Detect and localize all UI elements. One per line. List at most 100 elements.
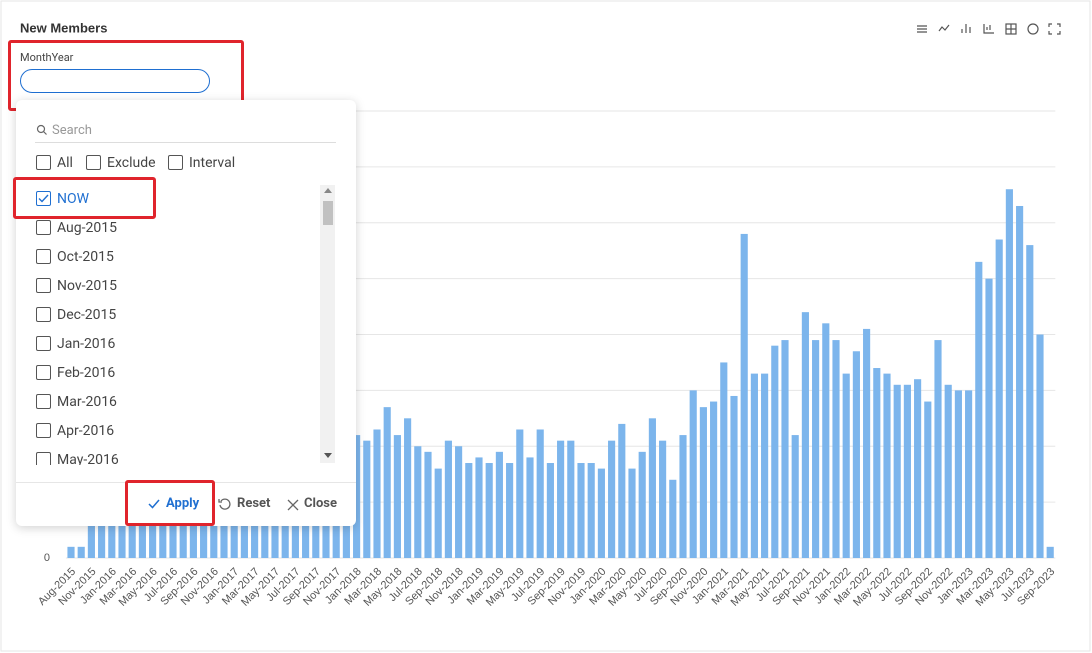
checkbox[interactable] bbox=[36, 452, 51, 465]
search-placeholder[interactable]: Search bbox=[52, 123, 92, 138]
bar bbox=[444, 440, 452, 558]
filter-input[interactable] bbox=[20, 69, 210, 93]
bar bbox=[516, 429, 524, 558]
bar bbox=[995, 239, 1003, 558]
bar bbox=[883, 373, 891, 558]
bar bbox=[720, 362, 728, 558]
bar bbox=[608, 440, 616, 558]
option-label[interactable]: All bbox=[57, 155, 73, 171]
bar bbox=[393, 435, 401, 558]
bar bbox=[822, 323, 830, 558]
bar bbox=[975, 261, 983, 558]
scroll-thumb[interactable] bbox=[323, 201, 333, 225]
bar bbox=[669, 479, 677, 558]
option-label[interactable]: Exclude bbox=[107, 155, 156, 171]
scroll-up[interactable] bbox=[324, 188, 332, 193]
dropdown-panel: Search All Exclude Interval NOW Aug-2015 Oct… bbox=[16, 100, 356, 526]
icon-trend[interactable] bbox=[938, 24, 950, 32]
bar bbox=[965, 390, 973, 558]
bar bbox=[577, 463, 585, 558]
bar bbox=[812, 340, 820, 558]
item-label[interactable]: Aug-2015 bbox=[57, 220, 117, 236]
bar bbox=[710, 401, 718, 558]
bar bbox=[465, 463, 473, 558]
scrollbar[interactable] bbox=[320, 185, 335, 463]
checkbox[interactable] bbox=[36, 220, 51, 235]
bar bbox=[618, 423, 626, 558]
item-label[interactable]: May-2016 bbox=[57, 452, 119, 465]
checkbox[interactable] bbox=[36, 307, 51, 322]
bar bbox=[934, 340, 942, 558]
checkbox[interactable] bbox=[36, 155, 51, 170]
bar bbox=[597, 468, 605, 558]
item-label[interactable]: Jan-2016 bbox=[57, 336, 116, 352]
bar bbox=[536, 429, 544, 558]
icon-lines[interactable] bbox=[917, 25, 927, 33]
checkbox[interactable] bbox=[168, 155, 183, 170]
scroll-down[interactable] bbox=[324, 453, 332, 458]
close-button[interactable]: Close bbox=[304, 496, 337, 511]
bar bbox=[526, 457, 534, 558]
bar bbox=[404, 418, 412, 558]
item-label[interactable]: Dec-2015 bbox=[57, 307, 117, 323]
checkbox[interactable] bbox=[36, 365, 51, 380]
checkbox[interactable] bbox=[36, 278, 51, 293]
item-list: NOW Aug-2015 Oct-2015 Nov-2015 Dec-2015 Jan-2… bbox=[20, 185, 322, 465]
bar bbox=[903, 384, 911, 558]
apply-button[interactable]: Apply bbox=[166, 496, 200, 511]
bar bbox=[434, 468, 442, 558]
chart-title: New Members bbox=[20, 20, 107, 35]
checkbox[interactable] bbox=[36, 336, 51, 351]
bar bbox=[638, 451, 646, 558]
bar bbox=[546, 463, 554, 558]
icon-palette[interactable] bbox=[1027, 23, 1039, 35]
bar bbox=[944, 384, 952, 558]
bar bbox=[1036, 334, 1044, 558]
bar bbox=[985, 278, 993, 558]
bar bbox=[424, 451, 432, 558]
item-label[interactable]: Mar-2016 bbox=[57, 394, 117, 410]
bar bbox=[842, 373, 850, 558]
bar bbox=[567, 440, 575, 558]
checkbox[interactable] bbox=[36, 249, 51, 264]
bar bbox=[373, 429, 381, 558]
reset-button[interactable]: Reset bbox=[237, 496, 271, 511]
check bbox=[38, 194, 49, 203]
search-icon bbox=[36, 124, 47, 135]
bar bbox=[954, 390, 962, 558]
item-label[interactable]: Oct-2015 bbox=[57, 249, 114, 265]
bar bbox=[750, 373, 758, 558]
toolbar[interactable] bbox=[917, 23, 1061, 35]
checkbox[interactable] bbox=[86, 155, 101, 170]
search-underline bbox=[35, 142, 336, 143]
bar bbox=[863, 328, 871, 558]
checkbox[interactable] bbox=[36, 191, 51, 206]
item-label[interactable]: NOW bbox=[57, 191, 90, 207]
reset-icon bbox=[218, 498, 231, 510]
bar bbox=[914, 379, 922, 558]
icon-bar[interactable] bbox=[961, 24, 971, 33]
bar bbox=[924, 401, 932, 558]
bar bbox=[699, 407, 707, 558]
checkbox[interactable] bbox=[36, 394, 51, 409]
bar bbox=[353, 435, 361, 558]
bar bbox=[414, 446, 422, 558]
highlight bbox=[13, 177, 156, 219]
icon-fullscreen[interactable] bbox=[1048, 23, 1061, 35]
bar bbox=[1046, 546, 1054, 558]
bar bbox=[648, 418, 656, 558]
bar bbox=[679, 435, 687, 558]
bar bbox=[852, 351, 860, 558]
y-tick-label: 0 bbox=[44, 552, 50, 564]
checkbox[interactable] bbox=[36, 423, 51, 438]
item-label[interactable]: Nov-2015 bbox=[57, 278, 117, 294]
item-label[interactable]: Apr-2016 bbox=[57, 423, 115, 439]
close-icon bbox=[287, 499, 299, 511]
icon-axis[interactable] bbox=[983, 24, 994, 34]
apply-icon bbox=[148, 499, 160, 509]
option-label[interactable]: Interval bbox=[189, 155, 236, 171]
bar bbox=[659, 440, 667, 558]
item-label[interactable]: Feb-2016 bbox=[57, 365, 116, 381]
bar bbox=[77, 546, 85, 558]
